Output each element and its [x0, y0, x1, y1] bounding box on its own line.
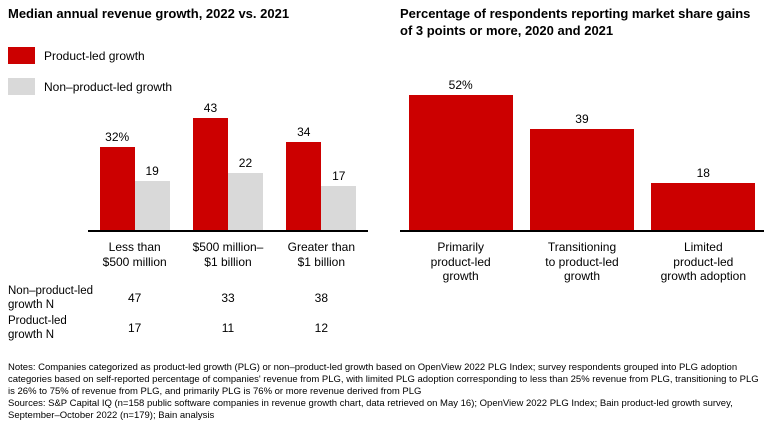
n-value: 47 [127, 291, 142, 305]
legend: Product-led growth Non–product-led growth [8, 47, 172, 95]
bar [651, 183, 756, 230]
category-label: Greater than $1 billion [287, 240, 355, 269]
category-label: Limited product-led growth adoption [660, 240, 747, 284]
n-value: 38 [314, 291, 328, 305]
bar [192, 118, 228, 230]
bar-value-label: 18 [696, 166, 710, 181]
n-value: 17 [127, 321, 142, 335]
bar-group: 52% [400, 78, 521, 230]
bar-value-label: 39 [575, 111, 589, 126]
bar-wrap: 32% [99, 129, 135, 230]
bar-wrap: 34 [286, 124, 322, 230]
bar-value-label: 52% [448, 77, 473, 92]
bar-wrap: 19 [134, 163, 170, 230]
right-chart-categories: Primarily product-led growth Transitionin… [400, 240, 764, 284]
bar-wrap: 18 [651, 166, 756, 230]
bar [99, 146, 135, 230]
bar-group: 32% 19 [88, 130, 181, 230]
category-label: Transitioning to product-led growth [545, 240, 619, 284]
notes-text: Notes: Companies categorized as product-… [8, 362, 759, 397]
bar [408, 94, 513, 230]
bar [134, 180, 170, 230]
bar-wrap: 39 [529, 111, 634, 230]
bar-value-label: 17 [332, 168, 346, 183]
right-chart-title: Percentage of respondents reporting mark… [400, 6, 751, 38]
n-row-label-non-plg: Non–product-led growth N [8, 285, 94, 312]
n-row-label-plg: Product-led growth N [8, 315, 67, 342]
legend-label: Product-led growth [44, 48, 145, 63]
n-value: 12 [314, 321, 328, 335]
n-value: 11 [221, 321, 235, 335]
n-values-row2: 17 11 12 [88, 321, 368, 335]
legend-item: Product-led growth [8, 47, 172, 64]
bar-value-label: 32% [105, 129, 130, 144]
bar [529, 128, 634, 230]
category-label: Less than $500 million [102, 240, 167, 269]
bar-value-label: 22 [238, 155, 253, 170]
bar-value-label: 34 [297, 124, 311, 139]
bar-group: 34 17 [275, 125, 368, 230]
bar-value-label: 43 [203, 101, 218, 116]
bar-group: 18 [643, 166, 764, 230]
bar-wrap: 22 [227, 155, 263, 230]
bar-wrap: 43 [192, 101, 228, 230]
bar [286, 141, 322, 230]
left-chart-categories: Less than $500 million $500 million– $1 b… [88, 240, 368, 269]
bar-group: 39 [521, 112, 642, 230]
bar-value-label: 19 [145, 163, 159, 178]
category-label: $500 million– $1 billion [192, 240, 264, 269]
legend-swatch [8, 78, 35, 95]
footnotes: Notes: Companies categorized as product-… [8, 362, 762, 422]
bar-group: 43 22 [181, 101, 274, 230]
sources-text: Sources: S&P Capital IQ (n=158 public so… [8, 397, 733, 421]
n-value: 33 [221, 291, 235, 305]
right-chart-plot: 52% 39 18 [400, 70, 764, 232]
bar-wrap: 17 [321, 168, 357, 230]
legend-item: Non–product-led growth [8, 78, 172, 95]
n-values-row1: 47 33 38 [88, 291, 368, 305]
bar [321, 185, 357, 230]
bar [227, 172, 263, 230]
legend-swatch [8, 47, 35, 64]
bar-wrap: 52% [408, 77, 513, 230]
left-chart-plot: 32% 19 43 22 34 17 [88, 100, 368, 232]
legend-label: Non–product-led growth [44, 79, 173, 94]
left-chart-title: Median annual revenue growth, 2022 vs. 2… [8, 6, 290, 21]
category-label: Primarily product-led growth [430, 240, 491, 284]
